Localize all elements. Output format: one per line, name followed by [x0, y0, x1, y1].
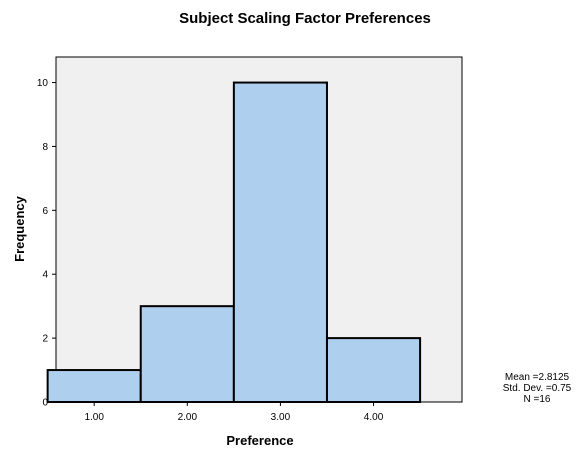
y-tick-label: 10	[37, 78, 49, 89]
bar-1.00	[46, 369, 142, 403]
y-axis-ticks: 0 2 4 6 8 10	[37, 78, 56, 409]
chart-title: Subject Scaling Factor Preferences	[179, 10, 431, 27]
y-tick-label: 0	[42, 398, 48, 409]
stats-std-dev: Std. Dev. =0.75	[503, 383, 572, 394]
stats-box: Mean =2.8125 Std. Dev. =0.75 N =16	[503, 372, 572, 405]
stats-n: N =16	[524, 394, 551, 405]
x-axis-label: Preference	[226, 433, 293, 448]
y-tick-label: 4	[42, 270, 48, 281]
bar-4.00	[325, 337, 422, 404]
x-axis-ticks: 1.00 2.00 3.00 4.00	[84, 402, 384, 423]
bars-group	[46, 81, 422, 404]
y-axis-label: Frequency	[12, 195, 27, 262]
y-tick-label: 2	[42, 334, 48, 345]
x-tick-label: 4.00	[364, 412, 384, 423]
x-tick-label: 1.00	[84, 412, 104, 423]
bar-3.00	[232, 81, 328, 404]
y-tick-label: 8	[42, 142, 48, 153]
y-tick-label: 6	[42, 206, 48, 217]
stats-mean: Mean =2.8125	[505, 372, 570, 383]
x-tick-label: 2.00	[178, 412, 198, 423]
bar-2.00	[139, 305, 235, 403]
x-tick-label: 3.00	[271, 412, 291, 423]
